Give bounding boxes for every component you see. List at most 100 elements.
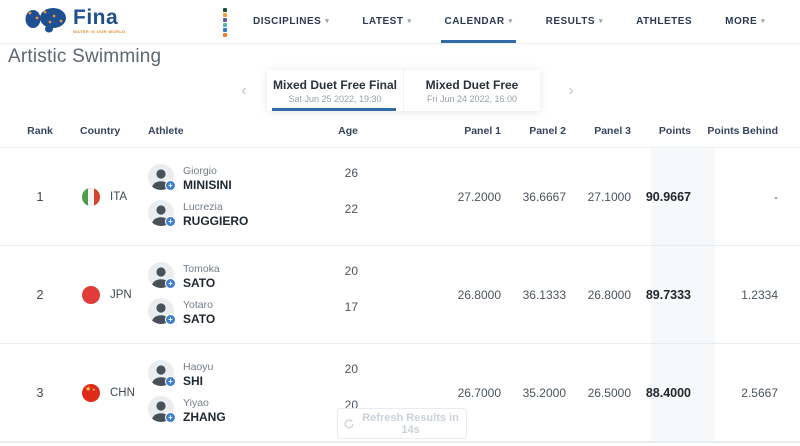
athlete-entry-shi[interactable]: + Haoyu SHI: [148, 359, 268, 390]
athlete-entry-tomoka-sato[interactable]: + Tomoka SATO: [148, 261, 268, 292]
athlete-name: Yiyao ZHANG: [183, 396, 226, 426]
chevron-right-icon: ›: [568, 81, 574, 99]
event-tab-title: Mixed Duet Free Final: [272, 77, 398, 92]
points-value: 90.9667: [645, 189, 691, 204]
nav-item-disciplines[interactable]: DISCIPLINES ▾: [250, 0, 332, 43]
col-header-panel3: Panel 3: [594, 125, 631, 137]
flag-icon-jpn: [82, 285, 100, 304]
athlete-first-name: Giorgio: [183, 164, 217, 177]
athletes-cell: + Tomoka SATO + Yotaro: [148, 261, 268, 328]
col-header-country: Country: [80, 125, 121, 137]
points-behind-value: 2.5667: [741, 385, 778, 400]
athlete-first-name: Yiyao: [183, 396, 209, 409]
discipline-color-dots: [223, 8, 227, 37]
table-row-rank3: 3 ★ ★ CHN + Haoyu: [0, 344, 800, 442]
discipline-dot-icon: [223, 13, 227, 17]
panel1-value: 26.8000: [457, 287, 501, 302]
discipline-dot-icon: [223, 18, 227, 22]
page-title: Artistic Swimming: [8, 46, 162, 67]
event-tab-datetime: Fri Jun 24 2022, 16:00: [426, 93, 518, 104]
panel1-value: 26.7000: [457, 385, 501, 400]
age-cell: 20 17: [268, 262, 360, 328]
nav-item-calendar[interactable]: CALENDAR ▾: [441, 0, 516, 43]
chevron-down-icon: ▾: [761, 17, 766, 25]
nav-item-latest[interactable]: LATEST ▾: [359, 0, 414, 43]
athlete-name: Tomoka SATO: [183, 262, 220, 292]
points-value: 89.7333: [645, 287, 691, 302]
nav-label: RESULTS: [545, 16, 596, 27]
athlete-avatar: +: [148, 359, 176, 387]
col-header-panel1: Panel 1: [464, 125, 501, 137]
table-row-rank2: 2 JPN + Tomoka SATO: [0, 246, 800, 344]
athlete-name: Lucrezia RUGGIERO: [183, 200, 248, 230]
rank-value: 3: [36, 385, 44, 400]
tab-mixed-duet-free[interactable]: Mixed Duet Free Fri Jun 24 2022, 16:00: [403, 70, 540, 111]
logo-wordmark: Fina: [73, 5, 119, 29]
rank-value: 2: [36, 287, 44, 302]
athletes-cell: + Giorgio MINISINI + Lucrez: [148, 163, 268, 230]
athlete-age: 20: [344, 263, 358, 278]
country-cell: ITA: [80, 187, 148, 206]
athlete-entry-yotaro-sato[interactable]: + Yotaro SATO: [148, 297, 268, 328]
bottom-divider: [0, 442, 800, 443]
logo-tagline: WATER IS OUR WORLD: [73, 28, 126, 34]
athlete-entry-ruggiero[interactable]: + Lucrezia RUGGIERO: [148, 199, 268, 230]
event-switcher: Mixed Duet Free Final Sat Jun 25 2022, 1…: [267, 70, 540, 111]
nav-label: LATEST: [362, 16, 404, 27]
nav-item-more[interactable]: MORE ▾: [722, 0, 768, 43]
col-header-panel2: Panel 2: [529, 125, 566, 137]
nav-item-athletes[interactable]: ATHLETES: [633, 0, 695, 43]
col-header-points: Points: [658, 125, 691, 137]
col-header-age: Age: [338, 125, 358, 137]
athlete-age: 20: [344, 361, 358, 376]
top-navigation-bar: Fina WATER IS OUR WORLD DISCIPLINES ▾ LA…: [0, 0, 800, 44]
panel3-value: 27.1000: [587, 189, 631, 204]
athlete-name: Haoyu SHI: [183, 360, 213, 390]
discipline-dot-icon: [223, 28, 227, 32]
age-cell: 26 22: [268, 164, 360, 230]
prev-event-button[interactable]: ‹: [233, 72, 255, 108]
col-header-points-behind: Points Behind: [707, 125, 778, 137]
country-cell: ★ ★ CHN: [80, 383, 148, 402]
athlete-first-name: Haoyu: [183, 360, 214, 373]
world-map-icon: [25, 8, 66, 33]
athlete-avatar: +: [148, 395, 176, 423]
athlete-last-name: MINISINI: [183, 177, 232, 192]
chevron-down-icon: ▾: [599, 17, 604, 25]
nav-label: MORE: [725, 16, 758, 27]
refresh-icon: [344, 418, 354, 428]
tab-mixed-duet-free-final[interactable]: Mixed Duet Free Final Sat Jun 25 2022, 1…: [267, 70, 403, 111]
col-header-rank: Rank: [27, 125, 53, 137]
country-code: CHN: [110, 386, 135, 399]
athlete-avatar: +: [148, 163, 176, 191]
star-icon: ★: [92, 386, 96, 392]
country-code: JPN: [110, 288, 132, 301]
athlete-avatar: +: [148, 297, 176, 325]
athlete-entry-minisini[interactable]: + Giorgio MINISINI: [148, 163, 268, 194]
athlete-last-name: SATO: [183, 311, 216, 326]
athlete-first-name: Tomoka: [183, 262, 220, 275]
athlete-age: 17: [344, 299, 358, 314]
athlete-first-name: Lucrezia: [183, 200, 223, 213]
refresh-results-button[interactable]: Refresh Results in 14s: [337, 408, 467, 439]
panel3-value: 26.8000: [587, 287, 631, 302]
chevron-down-icon: ▾: [407, 17, 412, 25]
athlete-last-name: RUGGIERO: [183, 213, 249, 228]
add-athlete-badge-icon: +: [165, 277, 176, 289]
next-event-button[interactable]: ›: [560, 72, 582, 108]
table-row-rank1: 1 ITA + Giorgio MINISINI: [0, 148, 800, 246]
panel3-value: 26.5000: [587, 385, 631, 400]
fina-logo[interactable]: Fina WATER IS OUR WORLD: [24, 6, 125, 34]
points-column-highlight: [651, 147, 715, 442]
athlete-last-name: ZHANG: [183, 409, 226, 424]
athlete-age: 22: [344, 201, 358, 216]
athlete-last-name: SHI: [183, 373, 204, 388]
add-athlete-badge-icon: +: [165, 411, 176, 423]
nav-item-results[interactable]: RESULTS ▾: [543, 0, 606, 43]
athlete-name: Giorgio MINISINI: [183, 164, 232, 194]
add-athlete-badge-icon: +: [165, 179, 176, 191]
logo-text: Fina WATER IS OUR WORLD: [73, 7, 125, 34]
points-value: 88.4000: [645, 385, 691, 400]
athlete-entry-zhang[interactable]: + Yiyao ZHANG: [148, 395, 268, 426]
